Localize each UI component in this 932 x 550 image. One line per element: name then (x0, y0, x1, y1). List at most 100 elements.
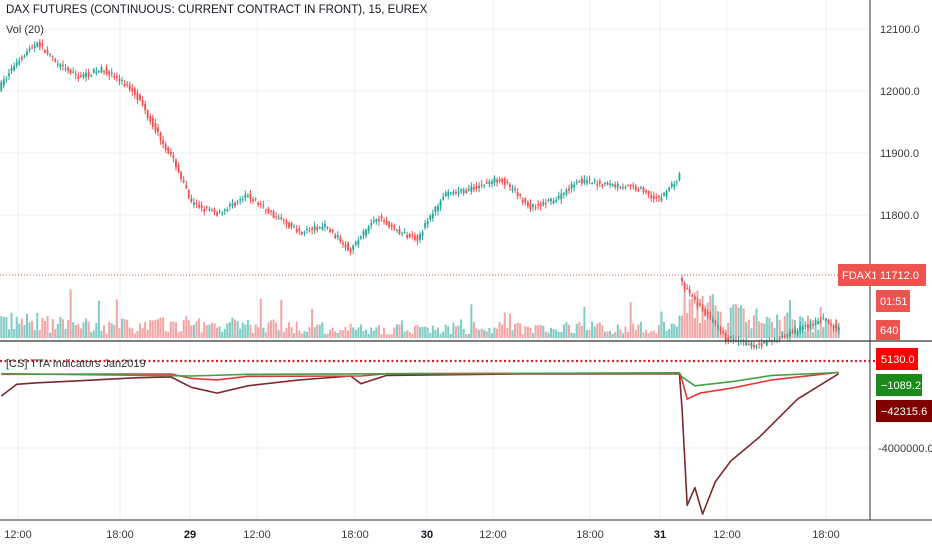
volume-bar (336, 332, 339, 338)
volume-bar (467, 333, 470, 338)
candle (501, 177, 504, 185)
candle (729, 336, 732, 343)
volume-bar (280, 299, 283, 338)
countdown-text: 01:51 (880, 296, 908, 308)
volume-bar (295, 321, 298, 338)
volume-bar (822, 327, 825, 338)
candle (64, 64, 67, 72)
candle (185, 180, 188, 190)
volume-bar (375, 327, 378, 338)
candle (162, 135, 165, 149)
volume-bar (588, 330, 591, 338)
volume-bar (493, 327, 496, 338)
volume-bar (182, 320, 185, 338)
volume-bar (146, 329, 149, 338)
volume-bar (110, 323, 113, 338)
candle (259, 201, 262, 209)
candle (668, 186, 671, 192)
candle (167, 146, 170, 155)
last-price-text: 11712.0 (880, 270, 919, 282)
candle (503, 176, 506, 190)
candle (221, 210, 224, 216)
volume-bar (508, 313, 511, 338)
volume-bar (488, 328, 491, 338)
volume-bar (20, 318, 23, 338)
candle (313, 221, 316, 235)
time-axis[interactable]: 12:00 18:00 29 12:00 18:00 30 12:00 18:0… (4, 529, 840, 541)
volume-bar (704, 319, 707, 338)
volume-bar (372, 330, 375, 338)
volume-bar (136, 330, 139, 338)
volume-bar (213, 323, 216, 338)
candle (657, 194, 660, 203)
candle (804, 321, 807, 331)
volume-bar (298, 330, 301, 338)
volume-bar (221, 331, 224, 338)
candle (755, 344, 758, 350)
candle (41, 39, 44, 50)
volume-bar (621, 333, 624, 338)
indicator-badge-green: −1089.2 (881, 380, 921, 392)
volume-label: Vol (20) (6, 24, 44, 36)
volume-bar (827, 321, 830, 338)
volume-bar (752, 315, 755, 338)
volume-bar (380, 334, 383, 338)
candle (786, 333, 789, 341)
volume-bar (185, 316, 188, 338)
candle (519, 193, 522, 200)
volume-bar (832, 327, 835, 338)
candle (598, 178, 601, 188)
candle (31, 43, 34, 50)
price-axis[interactable]: 12100.0 12000.0 11900.0 11800.0 (880, 24, 920, 222)
volume-bar (359, 324, 362, 338)
price-tick: 11800.0 (880, 210, 919, 222)
candle (231, 199, 234, 209)
volume-bar (691, 299, 694, 338)
candle (812, 320, 814, 330)
candle (0, 80, 3, 93)
indicator-series-line (0, 372, 840, 515)
candle (455, 189, 457, 196)
candle (614, 181, 617, 190)
candle (742, 338, 745, 347)
candle (151, 114, 154, 130)
candle (344, 241, 347, 251)
volume-bar (447, 326, 450, 338)
candle (616, 181, 619, 192)
time-label: 18:00 (576, 529, 604, 541)
volume-bar (812, 332, 815, 338)
candle (146, 109, 149, 121)
candle (393, 223, 396, 231)
volume-bar (138, 323, 142, 338)
indicator-axis[interactable]: 5130.0 −1089.2 −42315.6 -4000000.0 (876, 348, 932, 455)
volume-bar (141, 328, 144, 338)
volume-bar (696, 290, 699, 338)
candle (660, 193, 663, 203)
candle (532, 203, 534, 212)
volume-bar (10, 312, 13, 338)
candle (308, 227, 311, 233)
volume-bar (2, 317, 5, 338)
candle (416, 234, 419, 246)
volume-bar (511, 330, 514, 338)
candle (54, 57, 57, 63)
volume-bar (683, 283, 686, 338)
candle (311, 226, 314, 235)
candle (390, 222, 393, 231)
candle (516, 188, 519, 200)
candle (367, 225, 370, 235)
candle (557, 191, 560, 201)
candle (832, 323, 835, 332)
candle (624, 185, 627, 190)
candle (622, 183, 624, 191)
volume-bar (262, 327, 265, 338)
volume-bar (269, 320, 273, 338)
candle (488, 179, 491, 188)
candle (298, 225, 301, 235)
candle (2, 75, 5, 89)
volume-bar (454, 326, 457, 338)
volume-bar (519, 323, 522, 338)
candle (637, 186, 640, 193)
candle (175, 158, 177, 171)
